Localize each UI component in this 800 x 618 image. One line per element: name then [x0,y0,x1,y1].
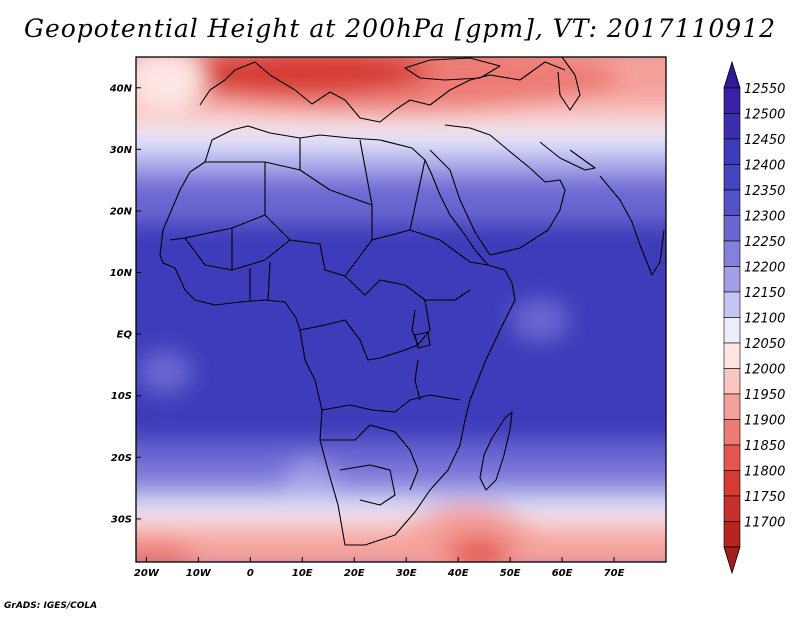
colorbar-swatch [723,113,741,140]
colorbar-swatch [723,521,741,548]
colorbar-label: 12150 [744,286,785,301]
coastlines-and-borders [159,57,665,546]
border-10 [320,424,419,491]
lon-tick-label: 10E [292,568,313,579]
low-mediterranean-core [170,57,430,94]
colorbar-swatch [723,342,741,369]
madagascar-coastline [479,411,513,491]
colorbar-label: 12400 [744,159,785,174]
europe-coastline [199,61,566,123]
lat-tick-label: EQ [117,330,133,341]
colorbar-label: 11900 [744,414,785,429]
high-south-atlantic [137,350,193,394]
lake-victoria [414,331,431,349]
colorbar-swatch [723,470,741,497]
low-south-west [136,540,195,562]
credit-text: GrADS: IGES/COLA [4,601,98,611]
colorbar-swatch [723,240,741,267]
border-2 [264,161,373,240]
lat-tick-label: 30N [110,145,133,156]
border-9 [321,394,461,413]
colorbar-label: 12100 [744,312,785,327]
low-south-indian-center [460,544,500,562]
lon-tick-label: 10W [186,568,212,579]
colorbar-swatch [723,317,741,344]
colorbar-swatch [723,266,741,293]
colorbar-swatch [723,393,741,420]
colorbar-label: 12500 [744,108,785,123]
colorbar: 12550 12500 12450 12400 12350 12300 12250 12200… [723,60,785,575]
lon-tick-label: 20E [344,568,365,579]
border-13 [231,228,271,301]
longitude-ticks: 20W 10W 0 10E 20E 30E 40E 50E 60E 70E [134,557,625,579]
black-sea [404,57,501,81]
map-title: Geopotential Height at 200hPa [gpm], VT:… [23,14,777,43]
lon-tick-label: 50E [500,568,521,579]
colorbar-label: 12350 [744,184,785,199]
colorbar-swatch [723,215,741,242]
border-6 [344,275,431,346]
border-8 [425,239,489,301]
lon-tick-label: 20W [134,568,160,579]
lon-tick-label: 70E [604,568,625,579]
colorbar-bottom-arrow [723,546,741,575]
plot-frame [135,56,667,563]
border-4 [299,138,426,231]
colorbar-label: 11850 [744,439,785,454]
colorbar-label: 11950 [744,388,785,403]
colorbar-label: 12450 [744,133,785,148]
lon-tick-label: 0 [247,568,254,579]
arabia-coastline [429,124,566,256]
lat-tick-label: 30S [111,514,132,525]
high-indian-ocean [510,298,570,342]
border-7 [299,319,419,361]
africa-coastline [159,125,516,546]
caspian-sea [557,57,581,111]
lon-tick-label: 40E [447,568,469,579]
persian-gulf [539,141,596,171]
india-coastline [599,175,665,276]
colorbar-label: 12550 [744,82,785,97]
colorbar-swatch [723,291,741,318]
colorbar-label: 11800 [744,465,785,480]
lat-tick-label: 20S [111,453,132,464]
colorbar-swatch [723,444,741,471]
colorbar-label: 11750 [744,490,785,505]
height-field [136,57,666,562]
north-west-light [136,57,205,110]
colorbar-swatch [723,368,741,395]
colorbar-swatch [723,87,741,114]
border-1 [169,161,266,241]
lat-tick-label: 20N [110,206,133,217]
colorbar-swatch [723,419,741,446]
lat-tick-label: 10N [110,268,133,279]
colorbar-label: 12050 [744,337,785,352]
lon-tick-label: 60E [552,568,573,579]
lon-tick-label: 30E [396,568,417,579]
border-11 [339,464,396,506]
colorbar-swatch [723,164,741,191]
colorbar-swatch [723,189,741,216]
colorbar-label: 12300 [744,210,785,225]
colorbar-label: 12000 [744,363,785,378]
lat-tick-label: 40N [109,83,133,94]
colorbar-label: 11700 [744,516,785,531]
colorbar-top-arrow [723,60,741,89]
colorbar-label: 12250 [744,235,785,250]
border-3 [264,214,441,277]
colorbar-swatch [723,138,741,165]
colorbar-label: 12200 [744,261,785,276]
colorbar-swatch [723,495,741,522]
latitude-ticks: 40N 30N 20N 10N EQ 10S 20S 30S [109,83,141,525]
lat-tick-label: 10S [111,391,132,402]
